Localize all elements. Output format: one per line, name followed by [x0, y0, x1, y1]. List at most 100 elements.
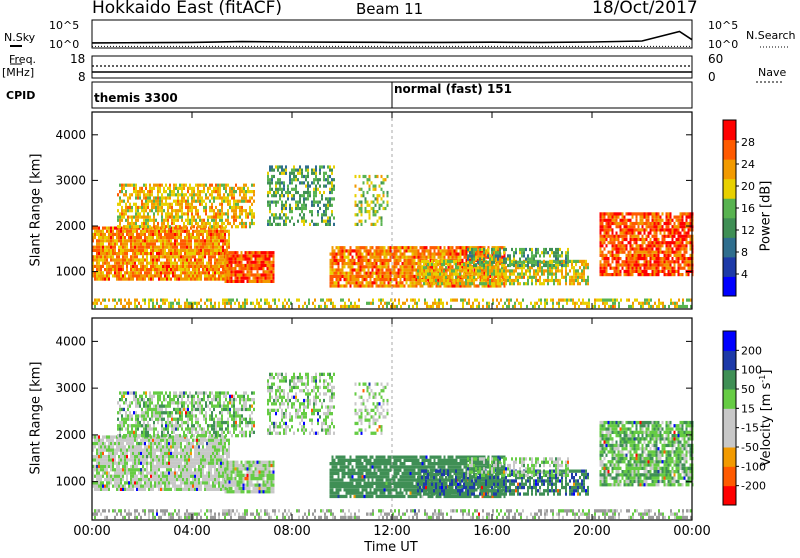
velocity-cell	[191, 414, 193, 418]
power-cell	[183, 221, 185, 226]
velocity-cell	[214, 455, 216, 459]
power-cell	[220, 245, 222, 249]
power-cell	[219, 183, 221, 187]
velocity-cell	[181, 414, 183, 418]
velocity-cell	[153, 404, 155, 408]
velocity-cell	[185, 420, 187, 425]
power-cell	[181, 190, 183, 194]
velocity-cell	[180, 445, 182, 449]
velocity-cell	[371, 471, 374, 476]
power-cell	[155, 205, 157, 210]
velocity-cell	[170, 458, 172, 462]
power-cell	[256, 270, 259, 274]
power-cell	[371, 281, 374, 285]
power-cell	[264, 254, 267, 258]
velocity-cell	[139, 401, 141, 405]
power-cell	[207, 215, 209, 219]
power-cell	[343, 249, 346, 253]
power-cell	[331, 187, 333, 191]
power-cell	[200, 242, 202, 246]
velocity-cell	[138, 484, 140, 488]
power-cell	[186, 248, 188, 252]
power-cell	[252, 267, 255, 271]
velocity-cell	[140, 448, 142, 452]
velocity-cell	[138, 448, 140, 452]
power-cell	[220, 255, 222, 259]
velocity-cell	[331, 398, 333, 403]
power-cell	[339, 258, 342, 262]
velocity-cell	[132, 438, 134, 442]
velocity-cell	[217, 398, 219, 402]
velocity-cell	[329, 468, 332, 472]
power-cell	[169, 202, 171, 206]
power-cell	[375, 268, 378, 272]
velocity-cell	[183, 394, 185, 398]
velocity-cell	[270, 490, 273, 494]
velocity-cell	[216, 445, 218, 449]
power-cell	[189, 183, 191, 187]
power-cell	[168, 258, 170, 262]
power-cell	[209, 193, 211, 197]
velocity-cell	[367, 478, 370, 482]
power-cell	[174, 252, 176, 256]
power-cell	[371, 268, 374, 272]
power-cell	[118, 252, 120, 256]
velocity-cell	[140, 441, 142, 446]
power-cell	[345, 255, 348, 259]
velocity-cell	[371, 494, 374, 499]
velocity-cell	[177, 427, 179, 431]
power-cell	[195, 218, 197, 222]
power-cell	[213, 190, 215, 194]
velocity-cell	[218, 445, 220, 449]
power-cell	[163, 221, 165, 226]
velocity-cell	[266, 480, 269, 484]
velocity-cell	[128, 487, 130, 491]
velocity-cell	[331, 395, 333, 399]
power-cell	[193, 225, 195, 229]
velocity-cell	[235, 434, 237, 438]
velocity-cell	[248, 477, 251, 481]
power-cell	[184, 229, 186, 233]
velocity-cell	[202, 461, 204, 465]
velocity-cell	[154, 455, 156, 459]
velocity-cell	[140, 477, 142, 482]
velocity-cell	[194, 445, 196, 449]
power-cell	[172, 226, 174, 230]
velocity-cell	[200, 487, 202, 491]
power-cell	[222, 268, 224, 272]
velocity-cell	[203, 430, 205, 434]
velocity-cell	[142, 451, 144, 455]
velocity-cell	[224, 483, 227, 487]
velocity-cell	[230, 477, 233, 481]
velocity-cell	[170, 481, 172, 485]
power-cell	[268, 270, 271, 274]
power-cell	[337, 258, 340, 262]
velocity-cell	[116, 451, 118, 455]
power-cell	[289, 174, 291, 179]
velocity-cell	[297, 385, 299, 390]
power-cell	[273, 190, 275, 195]
power-cell	[303, 200, 305, 204]
velocity-cell	[177, 404, 179, 408]
velocity-cell	[152, 448, 154, 452]
power-cell	[205, 209, 207, 213]
power-cell	[365, 252, 368, 256]
velocity-cell	[167, 414, 169, 418]
power-cell	[134, 229, 136, 233]
velocity-cell	[165, 427, 167, 431]
velocity-cell	[168, 468, 170, 472]
power-cell	[98, 277, 100, 281]
power-cell	[140, 245, 142, 249]
velocity-cell	[211, 398, 213, 402]
velocity-cell	[205, 414, 207, 418]
velocity-cell	[235, 411, 237, 415]
velocity-cell	[361, 471, 364, 476]
power-cell	[92, 268, 94, 272]
power-cell	[177, 186, 179, 190]
power-cell	[216, 268, 218, 272]
velocity-cell	[212, 481, 214, 485]
power-cell	[166, 258, 168, 262]
velocity-cell	[213, 417, 215, 421]
power-cell	[166, 236, 168, 240]
power-cell	[167, 209, 169, 213]
